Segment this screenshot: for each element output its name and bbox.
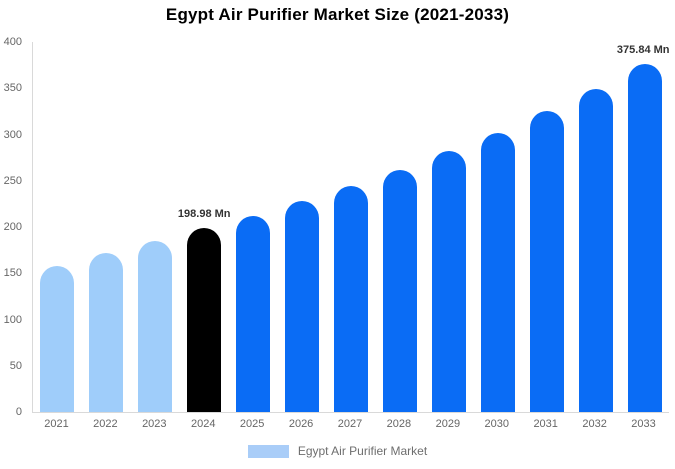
bar-slot [522, 42, 571, 412]
y-tick-400: 400 [3, 36, 22, 48]
y-tick-100: 100 [3, 313, 22, 326]
bar-value-label-2024: 198.98 Mn [177, 207, 231, 220]
bar-slot [327, 42, 376, 412]
bar-slot [571, 42, 620, 412]
bar-2023[interactable] [138, 240, 173, 412]
y-tick-0: 0 [15, 406, 22, 418]
y-tick-350: 350 [3, 82, 22, 95]
x-label-2025: 2025 [239, 418, 265, 430]
bars-layer: 198.98 Mn 375.84 Mn [33, 42, 670, 412]
y-tick-200: 200 [3, 221, 22, 233]
bar-2030[interactable] [480, 132, 515, 412]
bar-slot [375, 42, 424, 412]
bar-2028[interactable] [382, 169, 417, 412]
bar-2026[interactable] [285, 201, 320, 412]
bar-2021[interactable] [40, 265, 75, 412]
legend-swatch [247, 444, 289, 458]
x-label-2030: 2030 [484, 418, 509, 430]
bar-2022[interactable] [89, 252, 124, 412]
x-label-2021: 2021 [44, 418, 69, 430]
x-axis: 2021 2022 2023 2024 2025 2026 2027 2028 2029 2030… [32, 418, 668, 430]
y-tick-150: 150 [3, 267, 22, 280]
legend-label: Egypt Air Purifier Market [297, 444, 428, 458]
bar-slot [229, 42, 278, 412]
bar-slot [82, 42, 131, 412]
bar-value-label-2033: 375.84 Mn [616, 44, 670, 57]
x-label-2029: 2029 [435, 418, 461, 430]
y-tick-250: 250 [3, 174, 22, 187]
legend[interactable]: Egypt Air Purifier Market [0, 444, 675, 458]
bar-slot [278, 42, 327, 412]
chart-title: Egypt Air Purifier Market Size (2021-203… [165, 5, 510, 24]
y-tick-50: 50 [9, 359, 22, 372]
bar-2027[interactable] [333, 186, 368, 412]
bar-2032[interactable] [578, 89, 613, 412]
x-label-2022: 2022 [93, 418, 118, 430]
y-axis: 0 50 100 150 200 250 300 350 400 [0, 36, 28, 418]
bar-slot [473, 42, 522, 412]
bar-slot: 198.98 Mn [178, 42, 231, 412]
x-label-2027: 2027 [337, 418, 363, 430]
y-tick-300: 300 [3, 128, 22, 141]
bar-slot [131, 42, 180, 412]
bar-slot: 375.84 Mn [617, 42, 670, 412]
x-label-2023: 2023 [142, 418, 167, 430]
x-label-2028: 2028 [386, 418, 412, 430]
bar-2024[interactable]: 198.98 Mn [178, 208, 231, 412]
x-label-2024: 2024 [190, 418, 216, 430]
bar-2029[interactable] [431, 151, 466, 412]
x-label-2031: 2031 [533, 418, 558, 430]
x-label-2033: 2033 [631, 418, 656, 430]
bar-2031[interactable] [529, 111, 564, 412]
bar-slot [33, 42, 82, 412]
x-label-2026: 2026 [288, 418, 314, 430]
bar-slot [424, 42, 473, 412]
x-label-2032: 2032 [582, 418, 607, 430]
bar-2025[interactable] [236, 215, 271, 412]
bar-2033[interactable]: 375.84 Mn [617, 44, 670, 412]
plot-area: 198.98 Mn 375.84 Mn [32, 42, 670, 413]
